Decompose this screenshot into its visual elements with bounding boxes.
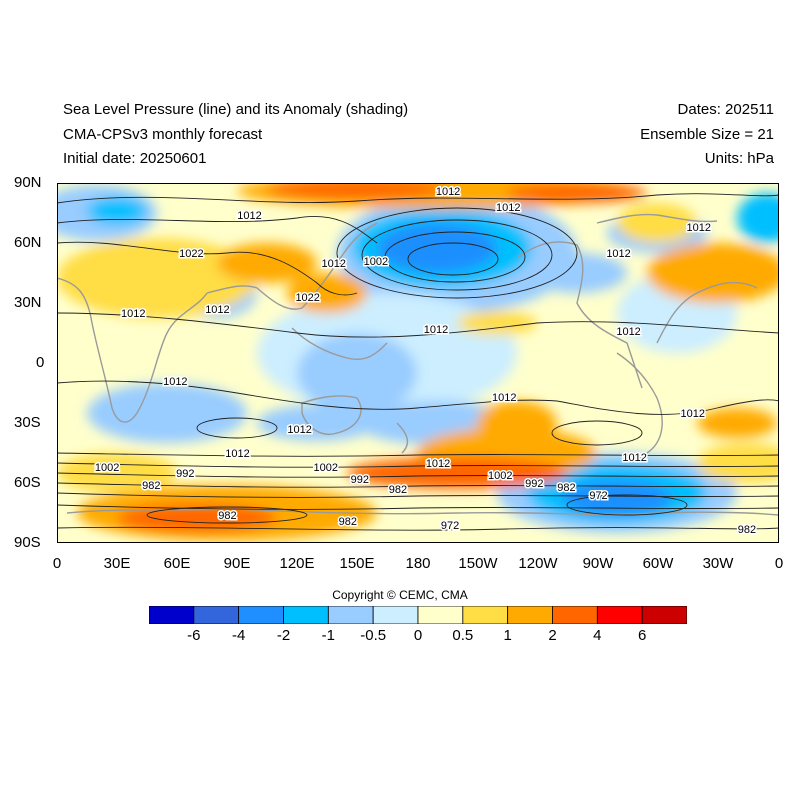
contour-label: 1012 — [492, 392, 516, 404]
colorbar-swatch — [641, 606, 687, 624]
lon-label: 90W — [582, 555, 614, 572]
contour-label: 1012 — [436, 186, 460, 198]
lat-label: 0 — [36, 354, 45, 371]
contour-label: 1002 — [95, 462, 119, 474]
contour-label: 1002 — [488, 470, 512, 482]
contour-label: 982 — [557, 482, 575, 494]
contour-label: 1012 — [205, 304, 229, 316]
contour-label: 1012 — [121, 308, 145, 320]
model-subtitle: CMA-CPSv3 monthly forecast — [63, 126, 263, 143]
lon-label: 0 — [774, 555, 784, 572]
contour-label: 992 — [351, 474, 369, 486]
contour-label: 972 — [589, 490, 607, 502]
contour-label: 992 — [525, 478, 543, 490]
contour-label: 1012 — [681, 408, 705, 420]
lat-label: 60N — [14, 234, 42, 251]
colorbar-swatch — [462, 606, 509, 624]
colorbar-swatch — [327, 606, 374, 624]
sea-level-pressure-map: 1012 1012 1012 1012 1012 1022 1012 1002 1022 1012… — [57, 183, 779, 543]
colorbar-swatch — [283, 606, 329, 624]
colorbar-swatch — [417, 606, 464, 624]
contour-label: 1002 — [364, 256, 388, 268]
contour-label: 992 — [176, 468, 194, 480]
pressure-contours — [57, 193, 779, 531]
contour-label: 1012 — [225, 448, 249, 460]
initial-date: Initial date: 20250601 — [63, 150, 207, 167]
lon-label: 30W — [702, 555, 734, 572]
colorbar-swatch — [507, 606, 553, 624]
contour-label: 1012 — [687, 222, 711, 234]
colorbar-swatch — [372, 606, 419, 624]
contour-label: 982 — [389, 484, 407, 496]
lat-label: 60S — [14, 474, 41, 491]
contour-label: 1012 — [426, 458, 450, 470]
colorbar-tick-label: -0.5 — [360, 627, 387, 644]
colorbar-swatch — [596, 606, 643, 624]
contour-labels: 1012 1012 1012 1012 1012 1022 1012 1002 1022 1012… — [93, 185, 757, 538]
lon-label: 0 — [52, 555, 62, 572]
colorbar-tick-label: -2 — [276, 627, 291, 644]
contour-label: 1012 — [606, 248, 630, 260]
contour-label: 1012 — [424, 324, 448, 336]
lat-label: 30S — [14, 414, 41, 431]
forecast-dates: Dates: 202511 — [677, 101, 774, 118]
lon-label: 150E — [339, 555, 375, 572]
colorbar-swatch — [552, 606, 598, 624]
colorbar-tick-label: 0 — [413, 627, 423, 644]
contour-label: 972 — [441, 520, 459, 532]
contour-label: 982 — [218, 510, 236, 522]
contour-label: 982 — [738, 524, 756, 536]
lon-label: 120W — [518, 555, 558, 572]
contour-label: 982 — [142, 480, 160, 492]
lat-label: 30N — [14, 294, 42, 311]
contour-label: 1012 — [322, 258, 346, 270]
contour-label: 1012 — [622, 452, 646, 464]
contour-label: 1012 — [616, 326, 640, 338]
colorbar-tick-label: -6 — [187, 627, 201, 644]
coastlines — [57, 213, 779, 516]
ensemble-size: Ensemble Size = 21 — [640, 126, 774, 143]
lon-label: 120E — [279, 555, 315, 572]
copyright-text: Copyright © CEMC, CMA — [332, 588, 468, 602]
lon-label: 30E — [103, 555, 131, 572]
colorbar-tick-label: 1 — [503, 627, 512, 644]
anomaly-colorbar — [149, 606, 687, 624]
colorbar-swatch — [149, 606, 195, 624]
lon-label: 150W — [458, 555, 498, 572]
contour-label: 982 — [339, 516, 357, 528]
lon-label: 60E — [163, 555, 191, 572]
colorbar-tick-label: 2 — [548, 627, 557, 644]
contour-label: 1012 — [237, 210, 261, 222]
colorbar-tick-label: 0.5 — [452, 627, 474, 644]
lat-label: 90N — [14, 174, 42, 191]
colorbar-tick-label: -1 — [321, 627, 335, 644]
contour-label: 1012 — [287, 424, 311, 436]
colorbar-swatch — [193, 606, 240, 624]
units-label: Units: hPa — [704, 150, 774, 167]
contour-label: 1022 — [179, 248, 203, 260]
contour-label: 1012 — [163, 376, 187, 388]
lon-label: 90E — [223, 555, 251, 572]
lat-label: 90S — [14, 534, 41, 551]
lon-label: 60W — [642, 555, 674, 572]
colorbar-tick-label: -4 — [231, 627, 246, 644]
colorbar-tick-label: 4 — [593, 627, 602, 644]
colorbar-tick-label: 6 — [637, 627, 647, 644]
contour-label: 1022 — [295, 292, 319, 304]
contour-label: 1012 — [496, 202, 520, 214]
colorbar-swatch — [238, 606, 284, 624]
contour-label: 1002 — [314, 462, 338, 474]
chart-title: Sea Level Pressure (line) and its Anomal… — [63, 101, 409, 118]
lon-label: 180 — [405, 555, 431, 572]
